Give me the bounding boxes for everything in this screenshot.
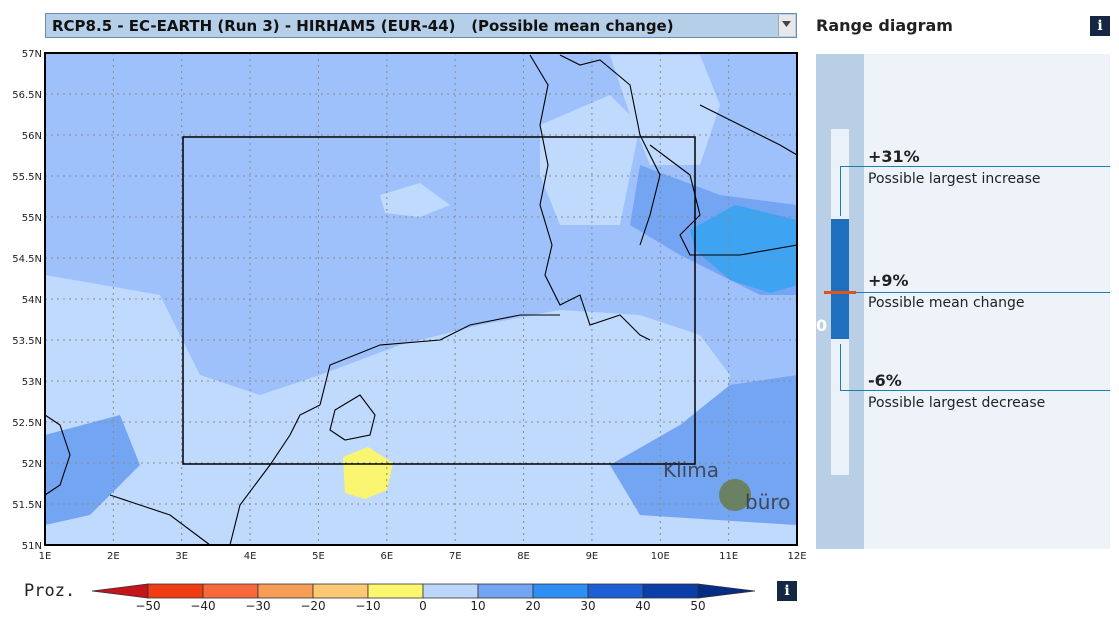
lat-tick-label: 55.5N <box>12 172 42 183</box>
lon-tick-label: 11E <box>719 551 738 562</box>
lat-tick-label: 55N <box>22 213 42 224</box>
legend-info-icon[interactable]: i <box>777 581 797 601</box>
decrease-label: Possible largest decrease <box>868 395 1046 411</box>
lon-tick-label: 2E <box>107 551 120 562</box>
legend-swatch <box>532 583 589 599</box>
lon-tick-label: 6E <box>380 551 393 562</box>
color-legend: Proz. −50 −40 −30 −20 −10 0 10 20 30 40 50 <box>0 576 815 623</box>
range-info-icon[interactable]: i <box>1090 16 1110 36</box>
zero-label: 0 <box>816 316 828 335</box>
lat-tick-label: 54.5N <box>12 254 42 265</box>
lon-tick-label: 7E <box>449 551 462 562</box>
mean-value: +9% <box>868 271 909 290</box>
legend-tick-label: 30 <box>580 599 596 613</box>
longitude-labels: 1E 2E 3E 4E 5E 6E 7E 8E 9E 10E 11E 12E <box>39 551 807 562</box>
increase-label: Possible largest increase <box>868 171 1041 187</box>
scenario-select-value: RCP8.5 - EC-EARTH (Run 3) - HIRHAM5 (EUR… <box>52 17 674 35</box>
legend-tick-label: −30 <box>245 599 271 613</box>
legend-swatch <box>202 583 259 599</box>
decrease-value: -6% <box>868 371 902 390</box>
legend-tick-label: −20 <box>300 599 326 613</box>
increase-value: +31% <box>868 147 920 166</box>
lon-tick-label: 5E <box>312 551 325 562</box>
svg-text:büro: büro <box>745 490 790 514</box>
lon-tick-label: 8E <box>517 551 530 562</box>
latitude-labels: 57N 56.5N 56N 55.5N 55N 54.5N 54N 53.5N 53N 52.5N… <box>12 49 42 552</box>
lon-tick-label: 4E <box>244 551 257 562</box>
legend-swatch <box>367 583 424 599</box>
legend-tick-label: −50 <box>135 599 161 613</box>
map-frame <box>44 52 798 546</box>
legend-tick-label: 0 <box>419 599 427 613</box>
coastlines <box>44 54 798 546</box>
range-diagram-title: Range diagram <box>816 16 953 35</box>
legend-tick-label: −10 <box>355 599 381 613</box>
legend-tick-label: 50 <box>690 599 706 613</box>
legend-colorbar <box>91 583 756 599</box>
mean-marker <box>824 291 856 294</box>
legend-swatch <box>587 583 644 599</box>
legend-swatch <box>477 583 534 599</box>
lat-tick-label: 53N <box>22 377 42 388</box>
lat-tick-label: 52N <box>22 459 42 470</box>
klimabuero-logo: Klima büro <box>663 458 790 514</box>
lon-tick-label: 1E <box>39 551 52 562</box>
dropdown-arrow-icon[interactable] <box>778 15 795 36</box>
legend-swatch <box>257 583 314 599</box>
range-diagram: 0 +31% Possible largest increase +9% Pos… <box>816 54 1110 549</box>
lon-tick-label: 12E <box>787 551 806 562</box>
lat-tick-label: 52.5N <box>12 418 42 429</box>
lat-tick-label: 56.5N <box>12 90 42 101</box>
legend-unit-label: Proz. <box>24 581 76 601</box>
legend-swatch <box>422 583 479 599</box>
legend-tick-label: −40 <box>190 599 216 613</box>
lon-tick-label: 9E <box>586 551 599 562</box>
scenario-select[interactable]: RCP8.5 - EC-EARTH (Run 3) - HIRHAM5 (EUR… <box>45 13 797 38</box>
climate-map[interactable]: 57N 56.5N 56N 55.5N 55N 54.5N 54N 53.5N 53N 52.5N… <box>0 45 815 565</box>
svg-text:Klima: Klima <box>663 458 719 482</box>
legend-swatch <box>147 583 204 599</box>
lat-tick-label: 51N <box>22 541 42 552</box>
lon-tick-label: 10E <box>651 551 670 562</box>
legend-tick-label: 40 <box>635 599 651 613</box>
lat-tick-label: 53.5N <box>12 336 42 347</box>
map-field <box>45 53 797 545</box>
range-bar <box>831 219 849 339</box>
legend-swatch <box>642 583 699 599</box>
graticule <box>45 53 797 545</box>
legend-tick-label: 10 <box>470 599 486 613</box>
lon-tick-label: 3E <box>175 551 188 562</box>
legend-swatch <box>312 583 369 599</box>
lat-tick-label: 51.5N <box>12 500 42 511</box>
lat-tick-label: 57N <box>22 49 42 60</box>
study-region <box>182 136 696 465</box>
mean-label: Possible mean change <box>868 295 1025 311</box>
legend-tick-label: 20 <box>525 599 541 613</box>
lat-tick-label: 54N <box>22 295 42 306</box>
lat-tick-label: 56N <box>22 131 42 142</box>
